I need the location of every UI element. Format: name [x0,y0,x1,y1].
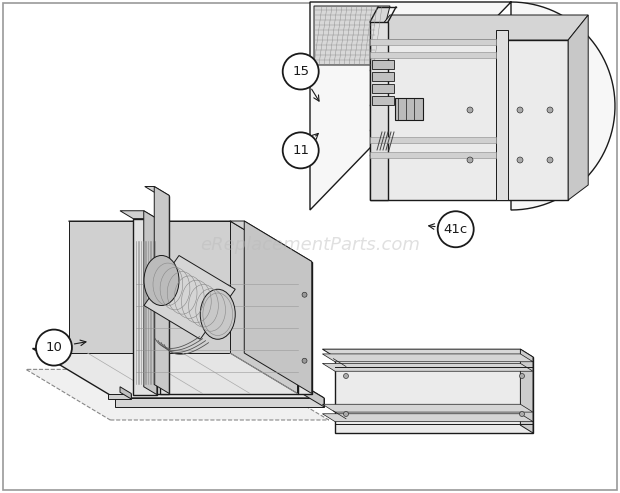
Circle shape [283,53,319,90]
Bar [370,39,496,45]
Polygon shape [32,349,324,398]
Circle shape [467,107,473,113]
Circle shape [343,374,348,379]
Bar [372,60,394,69]
Circle shape [520,374,525,379]
Polygon shape [154,186,169,393]
Bar [370,52,496,58]
Polygon shape [120,211,157,218]
Bar [372,72,394,81]
Circle shape [302,292,307,297]
Polygon shape [322,404,533,412]
Polygon shape [244,221,312,393]
Polygon shape [107,393,131,399]
Polygon shape [120,387,131,399]
Text: 11: 11 [292,144,309,157]
Circle shape [520,412,525,417]
Polygon shape [230,221,312,261]
Polygon shape [322,354,533,362]
Bar [370,152,496,158]
Circle shape [467,157,473,163]
Circle shape [343,412,348,417]
Text: eReplacementParts.com: eReplacementParts.com [200,236,420,254]
Polygon shape [26,369,329,420]
Polygon shape [322,363,533,371]
Bar [372,96,394,105]
Text: 41c: 41c [443,223,468,236]
Polygon shape [370,40,568,200]
Polygon shape [133,218,157,394]
Polygon shape [68,221,230,353]
Polygon shape [242,349,324,407]
Polygon shape [144,186,169,196]
Bar [372,84,394,93]
Circle shape [547,157,553,163]
Polygon shape [136,261,298,393]
Polygon shape [310,2,615,210]
Polygon shape [496,30,508,200]
Polygon shape [335,357,533,433]
Circle shape [283,132,319,169]
Polygon shape [160,196,169,393]
Ellipse shape [144,255,179,306]
Circle shape [36,329,72,366]
Circle shape [547,107,553,113]
Bar [395,98,423,120]
Polygon shape [144,255,235,339]
Polygon shape [230,221,298,393]
Circle shape [517,157,523,163]
Circle shape [517,107,523,113]
Polygon shape [115,398,324,407]
Bar [370,137,496,143]
Circle shape [438,211,474,247]
Polygon shape [144,211,157,394]
Polygon shape [322,414,533,422]
Polygon shape [322,349,533,357]
Polygon shape [370,22,388,200]
Circle shape [302,358,307,363]
Polygon shape [520,349,533,433]
Polygon shape [298,261,312,393]
Polygon shape [568,15,588,200]
Ellipse shape [200,289,235,339]
Polygon shape [68,221,298,261]
Text: 15: 15 [292,65,309,78]
Polygon shape [370,15,588,40]
Text: 10: 10 [45,341,63,354]
Polygon shape [314,6,390,65]
